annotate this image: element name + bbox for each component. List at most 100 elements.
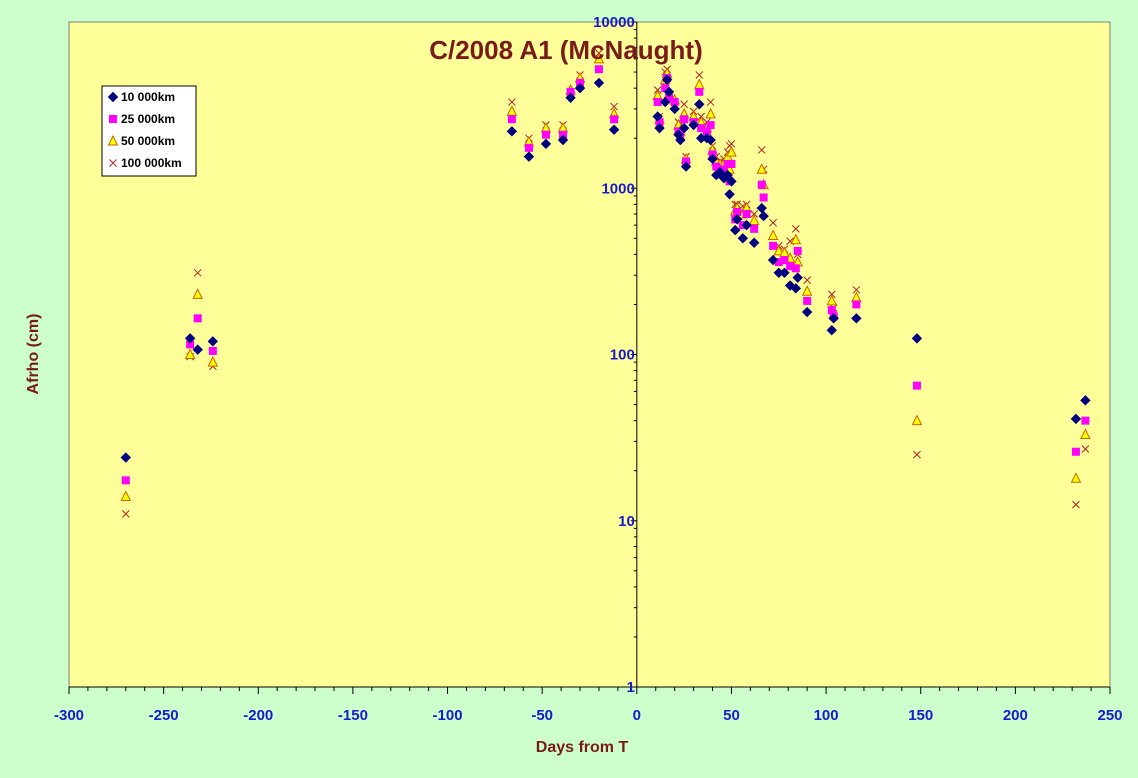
data-point bbox=[756, 202, 767, 214]
data-point bbox=[911, 414, 923, 426]
data-point bbox=[727, 139, 736, 148]
x-tick-label: -300 bbox=[54, 707, 84, 724]
data-point bbox=[767, 229, 779, 240]
data-point bbox=[791, 224, 800, 233]
data-point bbox=[748, 237, 760, 248]
data-point bbox=[706, 121, 715, 130]
data-point bbox=[1070, 413, 1082, 425]
data-point bbox=[750, 224, 759, 233]
data-point bbox=[610, 115, 619, 124]
x-marker-stroke bbox=[706, 98, 715, 106]
x-marker-stroke bbox=[757, 146, 766, 154]
x-marker-stroke bbox=[786, 237, 794, 246]
data-point bbox=[733, 207, 742, 216]
data-point bbox=[694, 99, 705, 110]
legend-label: 10 000km bbox=[121, 90, 175, 104]
data-point bbox=[541, 130, 550, 139]
data-point bbox=[697, 124, 706, 133]
data-point bbox=[852, 285, 861, 294]
data-point bbox=[508, 98, 516, 106]
data-point bbox=[680, 100, 688, 109]
data-point bbox=[726, 176, 737, 187]
data-point bbox=[121, 510, 130, 518]
data-point bbox=[851, 313, 862, 324]
data-point bbox=[793, 246, 802, 255]
series-10-000km bbox=[120, 74, 1091, 463]
data-point bbox=[593, 77, 605, 89]
data-point bbox=[705, 134, 716, 146]
y-tick-label: 10 bbox=[618, 513, 635, 530]
x-tick-label: 150 bbox=[908, 707, 933, 724]
data-point bbox=[757, 180, 766, 189]
data-point bbox=[669, 103, 680, 115]
data-point bbox=[1080, 395, 1091, 406]
data-points bbox=[120, 49, 1091, 518]
y-axis: 1 10 100 1000 10000 bbox=[593, 14, 637, 696]
y-axis-label: Afrho (cm) bbox=[25, 314, 42, 395]
data-point bbox=[852, 300, 861, 309]
data-point bbox=[1072, 500, 1080, 509]
data-point bbox=[1080, 428, 1091, 440]
data-point bbox=[826, 294, 838, 306]
legend-marker bbox=[107, 91, 119, 103]
data-point bbox=[207, 336, 219, 347]
data-point bbox=[695, 71, 704, 79]
legend-box bbox=[101, 85, 197, 177]
x-marker-stroke bbox=[913, 450, 921, 459]
x-marker-stroke bbox=[1081, 445, 1090, 453]
data-point bbox=[193, 314, 202, 323]
data-point bbox=[757, 146, 766, 154]
legend-marker bbox=[107, 134, 119, 146]
x-marker-stroke bbox=[121, 510, 130, 518]
data-point bbox=[911, 333, 923, 344]
data-point bbox=[661, 84, 670, 93]
data-point bbox=[661, 74, 673, 85]
data-point bbox=[741, 219, 752, 231]
data-point bbox=[652, 111, 663, 122]
data-point bbox=[828, 313, 839, 324]
x-marker-stroke bbox=[852, 285, 861, 294]
data-point bbox=[663, 86, 675, 98]
data-point bbox=[576, 78, 585, 87]
x-marker-stroke bbox=[750, 210, 759, 218]
data-point bbox=[660, 96, 671, 108]
y-tick-label: 1000 bbox=[601, 180, 634, 197]
data-point bbox=[705, 107, 716, 119]
data-point bbox=[593, 52, 605, 64]
data-point bbox=[186, 340, 195, 349]
data-point bbox=[759, 193, 768, 202]
x-tick-label: -200 bbox=[243, 707, 273, 724]
x-marker-stroke bbox=[769, 218, 777, 227]
data-point bbox=[507, 115, 516, 124]
data-point bbox=[565, 92, 576, 104]
data-point bbox=[506, 126, 518, 137]
data-point bbox=[680, 161, 692, 172]
legend-label: 100 000km bbox=[121, 156, 182, 170]
data-point bbox=[912, 381, 921, 390]
data-point bbox=[742, 210, 751, 219]
x-marker-stroke bbox=[731, 200, 740, 209]
data-point bbox=[559, 130, 568, 139]
data-point bbox=[801, 285, 813, 296]
data-point bbox=[801, 306, 813, 318]
y-tick-label: 1 bbox=[626, 679, 634, 696]
data-point bbox=[769, 218, 777, 227]
data-point bbox=[594, 65, 603, 74]
data-point bbox=[748, 214, 760, 225]
legend-marker bbox=[109, 159, 117, 167]
x-tick-label: 0 bbox=[633, 707, 641, 724]
data-point bbox=[1081, 445, 1090, 453]
data-point bbox=[730, 224, 741, 236]
x-marker-stroke bbox=[109, 159, 117, 167]
data-point bbox=[1081, 416, 1090, 425]
data-point bbox=[790, 283, 802, 294]
data-point bbox=[726, 145, 737, 157]
data-point bbox=[695, 87, 704, 96]
data-point bbox=[654, 122, 665, 134]
x-marker-stroke bbox=[680, 100, 688, 109]
data-point bbox=[786, 262, 795, 271]
data-point bbox=[208, 346, 217, 355]
data-point bbox=[193, 268, 202, 277]
